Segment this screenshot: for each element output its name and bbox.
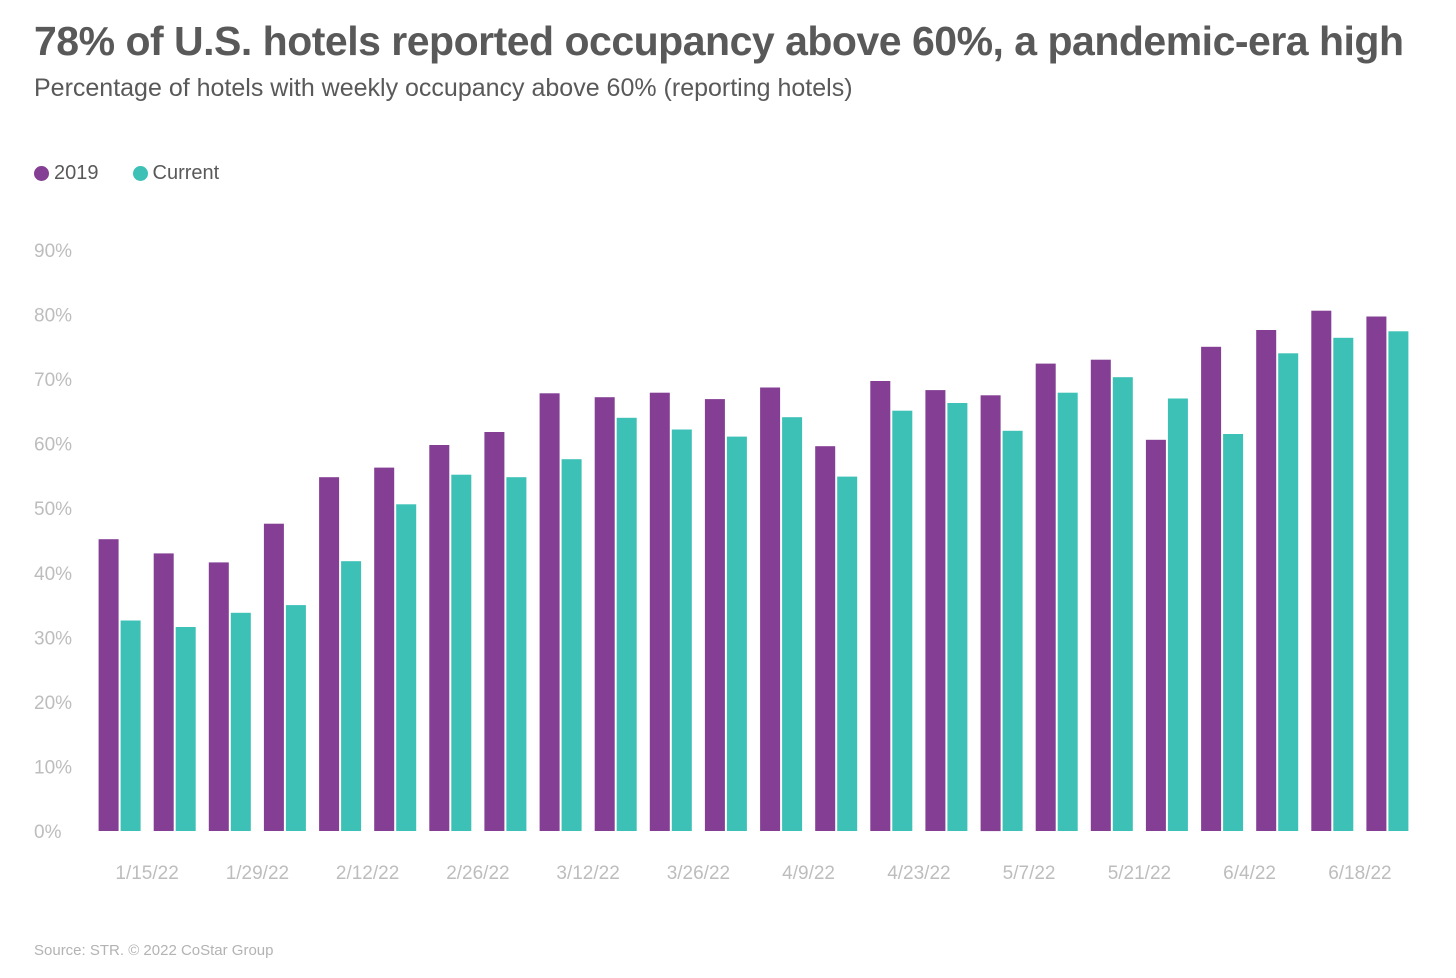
bar-2019-4-23-22 bbox=[870, 381, 891, 831]
legend-label-2019: 2019 bbox=[54, 162, 99, 184]
y-tick-label: 70% bbox=[34, 370, 72, 391]
x-tick-label: 5/7/22 bbox=[1003, 863, 1056, 884]
bar-2019-3-19-22 bbox=[594, 397, 615, 831]
y-tick-label: 60% bbox=[34, 435, 72, 456]
y-tick-label: 40% bbox=[34, 564, 72, 585]
chart-legend: 2019 Current bbox=[34, 162, 253, 185]
bar-current-3-19-22 bbox=[616, 417, 637, 831]
legend-item-current: Current bbox=[132, 162, 220, 185]
x-tick-label: 4/9/22 bbox=[782, 863, 835, 884]
bar-current-4-23-22 bbox=[892, 410, 913, 831]
bar-current-4-16-22 bbox=[837, 476, 858, 831]
bar-2019-5-21-22 bbox=[1090, 359, 1111, 831]
legend-swatch-2019 bbox=[34, 166, 49, 181]
bar-current-4-30-22 bbox=[947, 403, 968, 831]
x-tick-label: 1/15/22 bbox=[115, 863, 178, 884]
bar-current-5-14-22 bbox=[1057, 392, 1078, 831]
bar-current-6-4-22 bbox=[1223, 434, 1244, 831]
bar-2019-2-12-22 bbox=[319, 477, 340, 831]
bar-current-6-11-22 bbox=[1278, 353, 1299, 831]
legend-label-current: Current bbox=[152, 162, 220, 184]
y-tick-label: 10% bbox=[34, 757, 72, 778]
bar-current-1-15-22 bbox=[120, 620, 141, 831]
bar-2019-6-4-22 bbox=[1201, 346, 1222, 831]
bar-2019-3-12-22 bbox=[539, 393, 560, 831]
bar-current-3-5-22 bbox=[506, 477, 527, 831]
bar-current-5-21-22 bbox=[1112, 377, 1133, 831]
bar-2019-6-25-22 bbox=[1366, 316, 1387, 831]
bar-current-2-26-22 bbox=[451, 474, 472, 831]
chart-subtitle: Percentage of hotels with weekly occupan… bbox=[34, 74, 853, 102]
bar-current-3-26-22 bbox=[671, 429, 692, 831]
bar-2019-1-15-22 bbox=[98, 539, 119, 831]
bar-current-6-18-22 bbox=[1333, 337, 1354, 831]
chart-source: Source: STR. © 2022 CoStar Group bbox=[34, 942, 274, 959]
bar-2019-4-30-22 bbox=[925, 390, 946, 831]
bar-2019-2-19-22 bbox=[374, 467, 395, 831]
bar-2019-1-22-22 bbox=[153, 553, 174, 831]
bar-current-4-9-22 bbox=[782, 417, 803, 831]
y-tick-label: 0% bbox=[34, 822, 62, 843]
bar-2019-4-2-22 bbox=[704, 399, 725, 831]
bar-2019-4-9-22 bbox=[760, 387, 781, 831]
bar-2019-2-5-22 bbox=[263, 523, 284, 831]
x-tick-label: 5/21/22 bbox=[1108, 863, 1171, 884]
legend-item-2019: 2019 bbox=[34, 162, 99, 185]
bar-2019-6-11-22 bbox=[1256, 330, 1277, 831]
x-tick-label: 3/12/22 bbox=[556, 863, 619, 884]
legend-swatch-current bbox=[132, 166, 148, 181]
bar-2019-3-26-22 bbox=[649, 392, 670, 831]
bar-current-1-22-22 bbox=[175, 627, 196, 831]
bar-2019-3-5-22 bbox=[484, 432, 505, 831]
x-tick-label: 1/29/22 bbox=[226, 863, 289, 884]
bar-2019-6-18-22 bbox=[1311, 310, 1332, 831]
x-tick-label: 3/26/22 bbox=[667, 863, 730, 884]
bar-current-5-7-22 bbox=[1002, 430, 1023, 831]
bar-current-2-5-22 bbox=[285, 605, 306, 831]
y-tick-label: 50% bbox=[34, 499, 72, 520]
y-tick-label: 80% bbox=[34, 306, 72, 327]
x-tick-label: 6/4/22 bbox=[1223, 863, 1276, 884]
bar-current-5-28-22 bbox=[1167, 398, 1188, 831]
bar-current-2-19-22 bbox=[396, 504, 417, 831]
bar-2019-2-26-22 bbox=[429, 445, 450, 831]
x-tick-label: 4/23/22 bbox=[887, 863, 950, 884]
x-tick-label: 2/26/22 bbox=[446, 863, 509, 884]
y-tick-label: 90% bbox=[34, 241, 72, 262]
y-tick-label: 20% bbox=[34, 693, 72, 714]
bar-2019-5-28-22 bbox=[1145, 439, 1166, 831]
bar-current-4-2-22 bbox=[726, 436, 747, 831]
bar-current-3-12-22 bbox=[561, 459, 582, 831]
bar-2019-4-16-22 bbox=[815, 446, 836, 831]
y-tick-label: 30% bbox=[34, 628, 72, 649]
bar-current-6-25-22 bbox=[1388, 331, 1409, 831]
bar-2019-1-29-22 bbox=[208, 562, 229, 831]
bar-2019-5-14-22 bbox=[1035, 363, 1056, 831]
x-tick-label: 6/18/22 bbox=[1328, 863, 1391, 884]
chart-title: 78% of U.S. hotels reported occupancy ab… bbox=[34, 18, 1404, 64]
bar-current-1-29-22 bbox=[230, 612, 251, 831]
bar-2019-5-7-22 bbox=[980, 395, 1001, 832]
bar-current-2-12-22 bbox=[341, 561, 362, 831]
x-tick-label: 2/12/22 bbox=[336, 863, 399, 884]
